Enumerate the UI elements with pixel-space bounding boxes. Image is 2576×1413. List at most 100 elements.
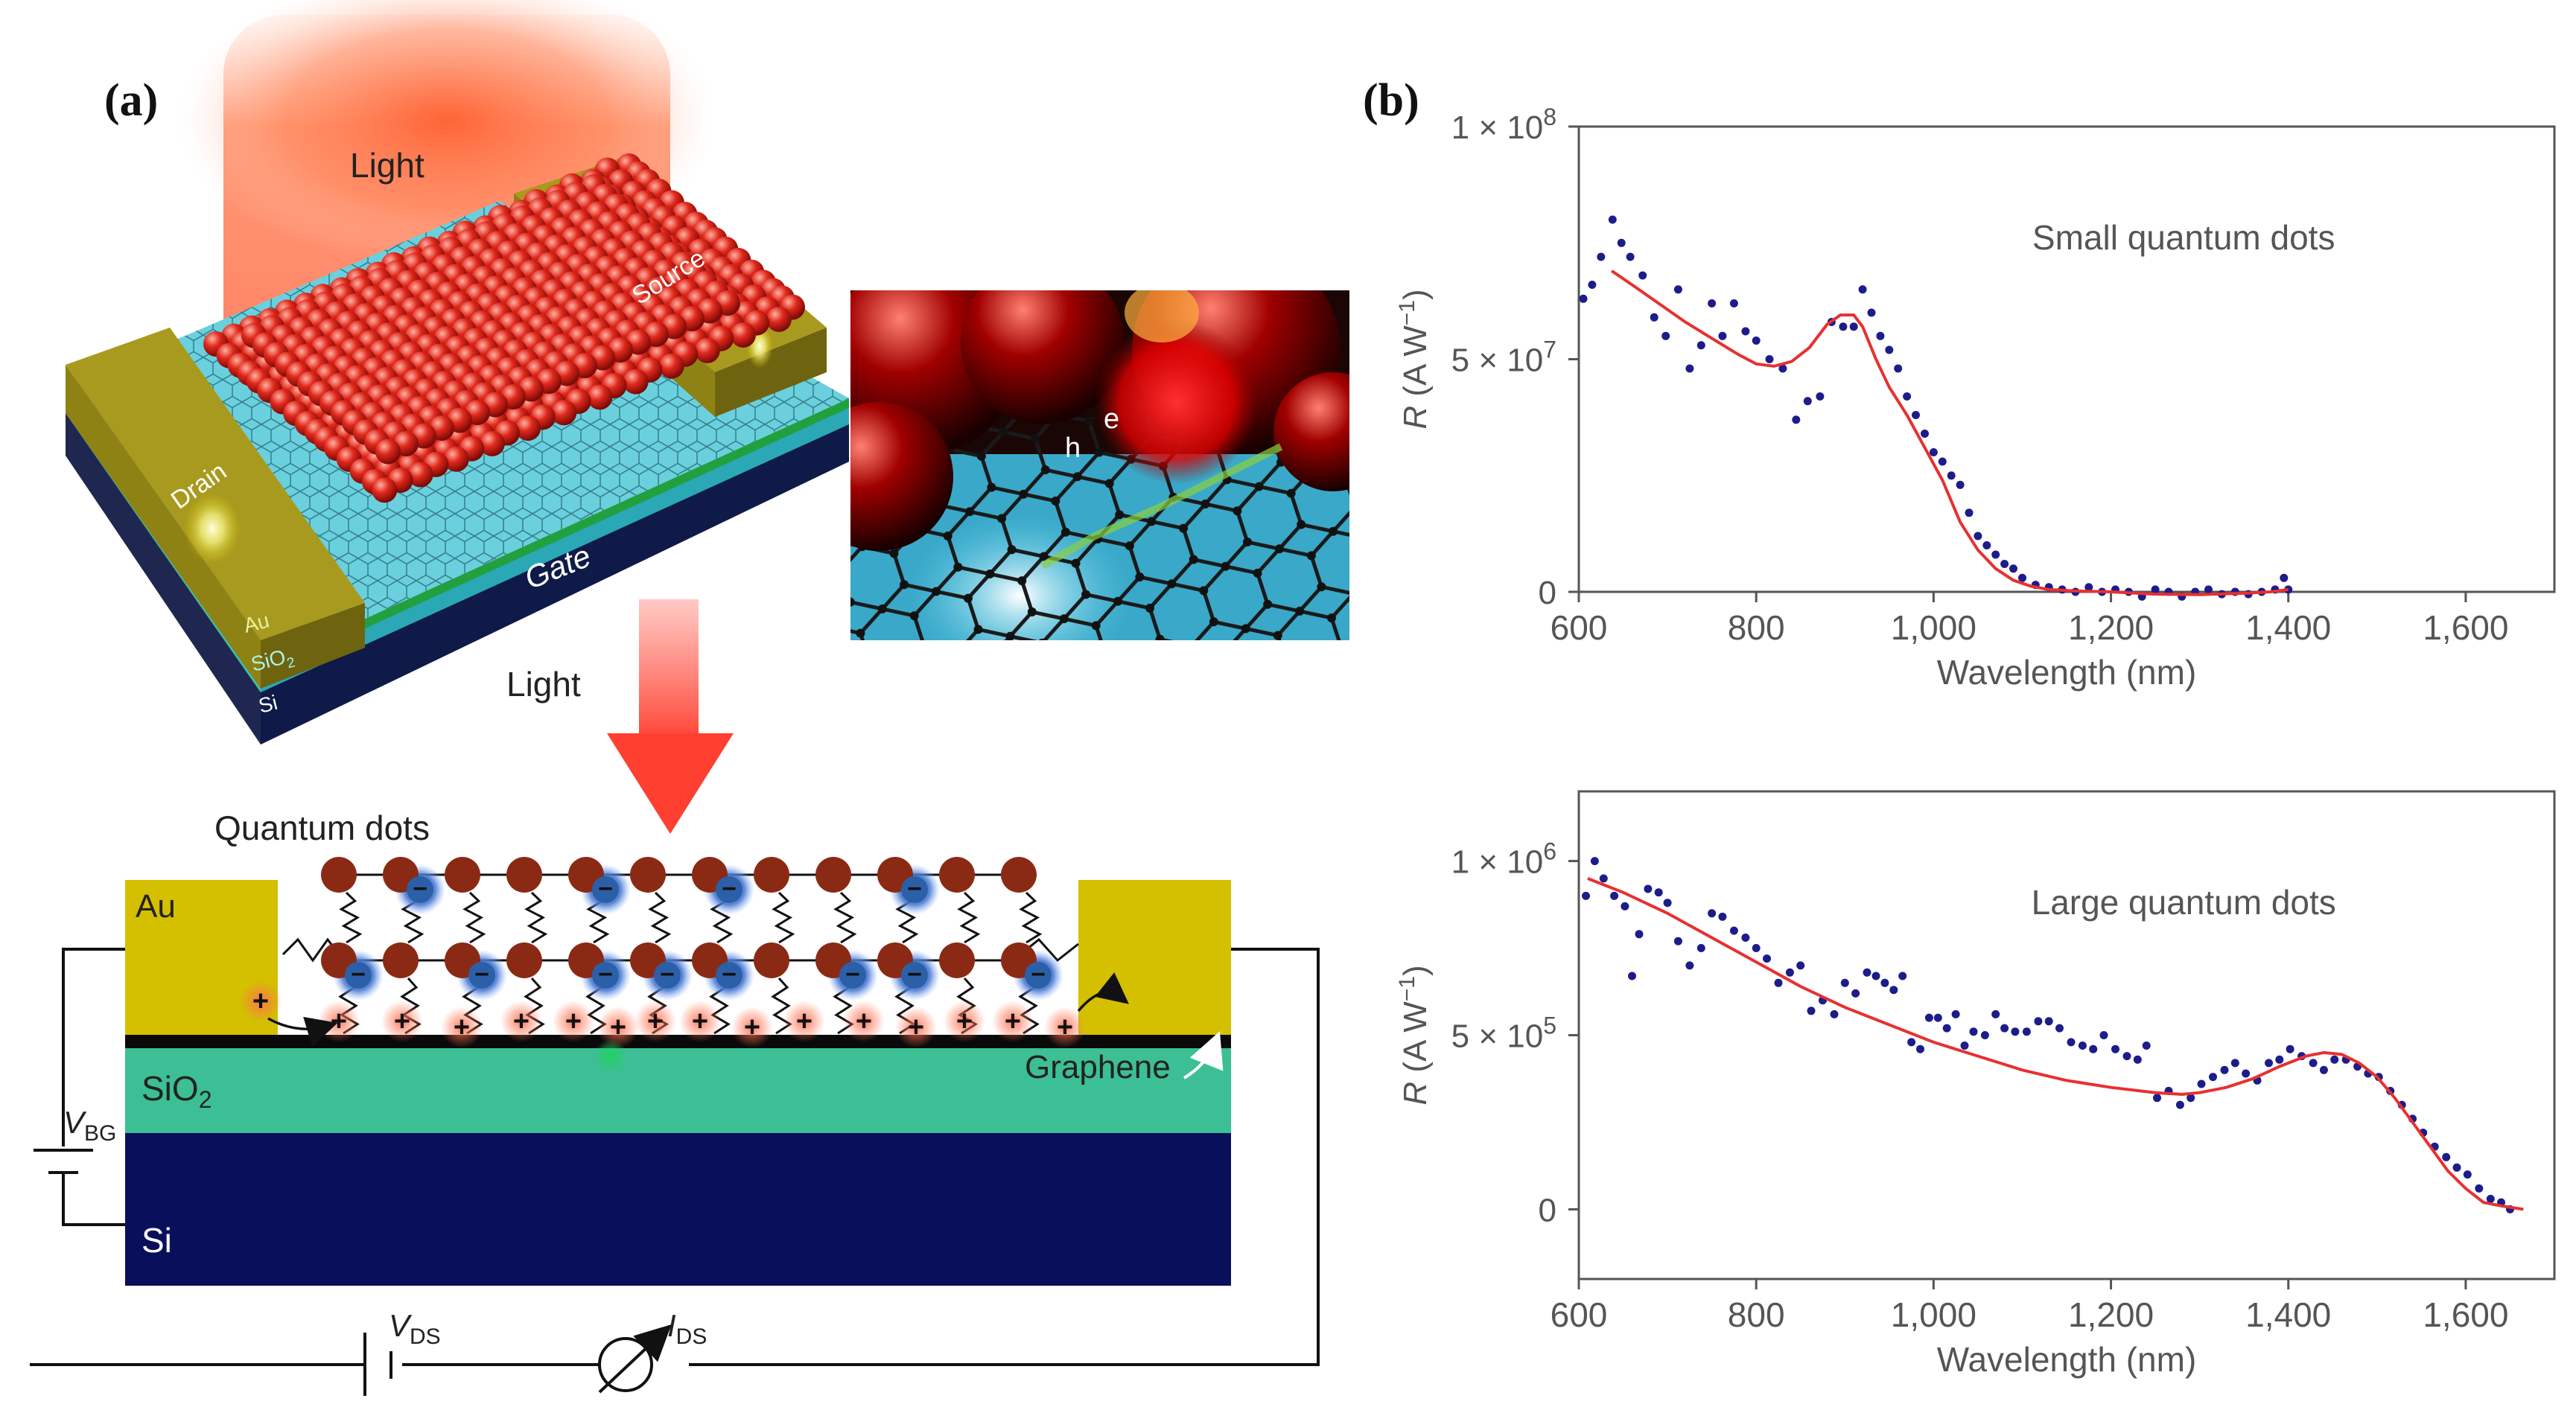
data-point [1696,944,1705,952]
data-point [1889,986,1898,995]
data-point [2000,560,2009,568]
x-tick-label: 1,000 [1891,1295,1976,1334]
data-point [1876,331,1885,340]
data-point [2142,1042,2151,1050]
vbg-label: VBG [63,1105,116,1146]
electron-sign: − [907,875,922,903]
electron [716,876,742,903]
data-point [1960,1042,1969,1050]
data-point [1803,397,1812,406]
qd-ball [587,384,613,410]
light-arrow-head [607,733,734,834]
data-point [1729,299,1738,307]
hole-glow [500,1001,542,1042]
source-electrode-front [715,328,827,417]
drain-electrode-front [66,365,261,689]
data-point [2242,1069,2251,1078]
hole-sign: + [1057,1012,1073,1043]
qd-ball [407,462,433,488]
data-point [2111,1044,2119,1053]
ligand [772,891,795,944]
data-point [1991,550,2000,559]
data-point [2187,1094,2195,1103]
inset-graphene-closeup: h e [850,290,1349,640]
ligand [339,891,363,944]
data-point [1696,341,1705,350]
data-point [2078,1042,2087,1050]
hole-sign: + [565,1006,582,1037]
electron-sign: − [845,960,860,989]
y-tick-label: 0 [1539,575,1556,611]
data-point [2089,1044,2098,1053]
y-axis-label: R (A W−1) [1395,965,1434,1105]
electron [839,962,866,989]
x-tick-label: 800 [1728,608,1785,647]
inset-e-label: e [1104,404,1119,435]
data-point [1582,891,1590,900]
electron-sign: − [598,875,613,903]
hole-glow [635,1001,676,1042]
hole-glow [944,1001,985,1042]
quantum-dot [383,942,419,978]
data-point [1752,336,1761,345]
data-point [1863,968,1871,977]
data-point [2067,1038,2076,1047]
ligand [957,891,981,944]
data-point [1816,392,1825,401]
data-point [2000,1024,2009,1033]
data-point [1951,1009,1960,1018]
data-point [1916,1044,1924,1053]
data-point [2309,1059,2318,1068]
ammeter-arrow [598,1324,672,1394]
light-label: Light [350,146,424,185]
data-point [1708,909,1717,918]
ligand [524,977,545,1035]
au-right [1078,880,1231,1035]
hole-sign: + [1005,1006,1021,1037]
data-point [1933,1013,1942,1022]
y-tick-label: 1 × 106 [1451,838,1556,881]
data-point [1685,364,1694,373]
hole-sign: + [394,1006,410,1037]
hole-glow [731,1007,773,1048]
ligand [648,891,672,944]
graphene-pointer-arrow [1183,1031,1224,1079]
data-point [2018,573,2026,582]
hole-glow [441,1007,483,1048]
data-point [1608,215,1617,224]
data-point [2084,583,2093,592]
ligand [833,891,857,944]
hole-transfer-arrow-left [267,1016,338,1047]
data-point [2153,1094,2161,1103]
electron [592,876,619,903]
data-point [1579,294,1588,303]
y-tick-label: 5 × 107 [1451,336,1556,379]
data-point [2011,1027,2020,1036]
electron-sign: − [722,875,737,903]
vds-label: VDS [389,1308,441,1349]
data-point [2009,564,2017,573]
x-tick-label: 800 [1728,1295,1785,1334]
data-point [1894,364,1903,373]
data-point [1807,1007,1816,1015]
light-arrow-shaft [639,599,699,733]
ids-subscript: DS [676,1324,707,1349]
hole-sign: + [956,1006,973,1037]
data-point [1912,411,1920,419]
quantum-dot [754,857,789,893]
data-point [2204,585,2213,594]
quantum-dots-label: Quantum dots [214,808,430,847]
data-point [1947,471,1956,480]
electron [716,962,742,989]
fit-line [1610,269,2289,596]
data-point [2330,1055,2339,1064]
si-substrate-front [261,417,849,744]
data-point [1741,327,1750,336]
quantum-dot [939,942,975,978]
quantum-dot [939,857,975,893]
data-point [1663,899,1672,908]
data-point [1867,308,1876,317]
hole-glow [597,1007,639,1048]
hole-glow [553,1001,594,1042]
graphene-glow [594,1039,627,1072]
